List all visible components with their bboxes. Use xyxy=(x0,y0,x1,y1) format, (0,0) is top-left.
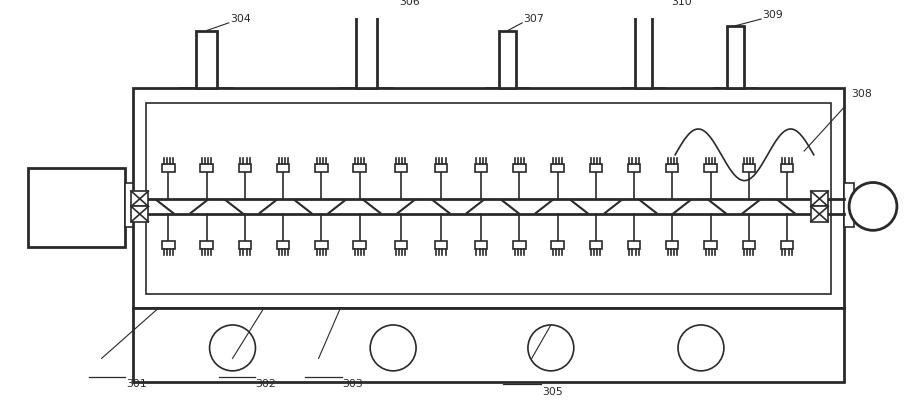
Bar xyxy=(315,164,327,172)
Bar xyxy=(475,241,488,249)
Bar xyxy=(475,164,488,172)
Bar xyxy=(395,164,407,172)
Circle shape xyxy=(209,325,255,371)
Bar xyxy=(551,164,563,172)
Bar xyxy=(353,241,366,249)
Bar xyxy=(133,308,845,382)
Bar xyxy=(353,164,366,172)
Circle shape xyxy=(849,182,897,230)
Text: 309: 309 xyxy=(762,10,783,20)
Text: 310: 310 xyxy=(671,0,692,7)
Bar xyxy=(147,103,831,294)
Bar xyxy=(28,168,125,247)
Bar xyxy=(742,241,755,249)
Bar xyxy=(628,164,640,172)
Bar xyxy=(162,164,174,172)
Bar xyxy=(635,13,652,88)
Bar xyxy=(196,30,218,88)
Text: 307: 307 xyxy=(524,14,544,24)
Bar xyxy=(239,241,251,249)
Text: 306: 306 xyxy=(399,0,420,7)
Bar xyxy=(666,164,679,172)
Circle shape xyxy=(370,325,416,371)
Bar xyxy=(589,164,602,172)
Bar xyxy=(356,13,377,88)
Bar xyxy=(727,26,744,88)
Bar xyxy=(162,241,174,249)
Bar xyxy=(551,241,563,249)
Bar xyxy=(239,164,251,172)
Bar xyxy=(514,164,526,172)
Bar xyxy=(125,183,133,227)
Circle shape xyxy=(678,325,724,371)
Text: 305: 305 xyxy=(542,387,563,397)
Text: 304: 304 xyxy=(230,14,251,24)
Bar xyxy=(131,206,148,222)
Bar xyxy=(277,164,290,172)
Bar xyxy=(499,30,516,88)
Bar xyxy=(845,183,854,227)
Bar xyxy=(704,241,716,249)
Bar xyxy=(589,241,602,249)
Bar xyxy=(200,164,213,172)
Bar xyxy=(131,191,148,206)
Bar xyxy=(810,206,828,222)
Bar xyxy=(742,164,755,172)
Bar xyxy=(434,241,447,249)
Bar xyxy=(315,241,327,249)
Bar xyxy=(514,241,526,249)
Bar xyxy=(781,241,793,249)
Bar xyxy=(133,88,845,308)
Text: 308: 308 xyxy=(851,89,872,99)
Bar xyxy=(810,191,828,206)
Bar xyxy=(666,241,679,249)
Bar xyxy=(200,241,213,249)
Text: 301: 301 xyxy=(126,379,148,389)
Bar xyxy=(277,241,290,249)
Bar xyxy=(628,241,640,249)
Text: 302: 302 xyxy=(255,379,277,389)
Bar xyxy=(395,241,407,249)
Text: 303: 303 xyxy=(343,379,363,389)
Bar xyxy=(704,164,716,172)
Bar xyxy=(434,164,447,172)
Bar xyxy=(781,164,793,172)
Circle shape xyxy=(528,325,573,371)
